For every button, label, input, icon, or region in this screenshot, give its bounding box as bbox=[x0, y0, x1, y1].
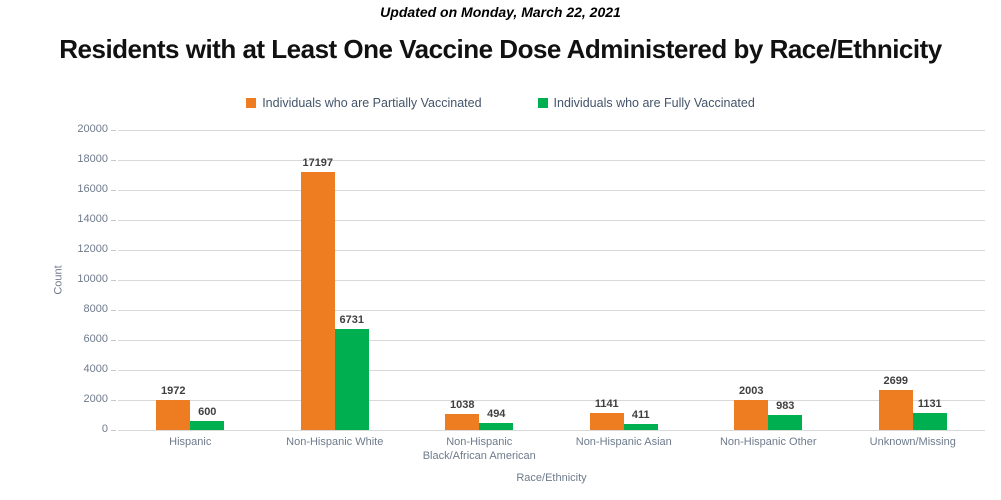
y-axis-tick-label: 6000 bbox=[83, 333, 108, 345]
y-axis-tick-mark bbox=[111, 309, 116, 311]
gridline bbox=[118, 189, 985, 191]
bar-value-label: 6731 bbox=[339, 314, 364, 327]
gridline bbox=[118, 399, 985, 401]
x-axis-category-labels: Hispanic Non-Hispanic White Non-Hispanic B… bbox=[118, 436, 985, 464]
legend-label: Individuals who are Fully Vaccinated bbox=[553, 96, 755, 110]
bar-column: 600 bbox=[190, 130, 225, 430]
bar-value-label: 1141 bbox=[594, 397, 619, 410]
y-axis-tick-label: 20000 bbox=[77, 123, 108, 135]
gridline bbox=[118, 339, 985, 341]
bar-group: 1038 494 bbox=[407, 130, 552, 430]
y-axis-tick-label: 2000 bbox=[83, 393, 108, 405]
x-axis-category-label: Non-Hispanic Asian bbox=[575, 436, 672, 448]
y-axis-tick-mark bbox=[111, 129, 116, 131]
bar-partially-vaccinated bbox=[589, 412, 624, 430]
updated-timestamp: Updated on Monday, March 22, 2021 bbox=[380, 4, 621, 20]
gridline bbox=[118, 369, 985, 371]
y-axis-tick-mark bbox=[111, 399, 116, 401]
bar-fully-vaccinated bbox=[623, 423, 658, 430]
bar-partially-vaccinated bbox=[734, 399, 769, 430]
y-axis-tick-label: 18000 bbox=[77, 153, 108, 165]
bar-column: 1141 bbox=[589, 130, 624, 430]
bar-value-label: 1038 bbox=[450, 399, 475, 412]
bar-column: 17197 bbox=[300, 130, 335, 430]
bar-group: 1141 411 bbox=[552, 130, 697, 430]
bar-column: 494 bbox=[479, 130, 514, 430]
bar-group: 2699 1131 bbox=[841, 130, 986, 430]
bar-partially-vaccinated bbox=[878, 389, 913, 430]
gridline bbox=[118, 249, 985, 251]
bar-value-label: 1131 bbox=[917, 398, 942, 411]
y-axis-tick-mark bbox=[111, 159, 116, 161]
bar-fully-vaccinated bbox=[768, 415, 803, 430]
y-axis-tick-label: 12000 bbox=[77, 243, 108, 255]
bar-value-label: 1972 bbox=[161, 385, 186, 398]
plot-area: 1972 600 17197 6731 1038 494 1141 411 2003 983 269… bbox=[111, 129, 986, 431]
fully-vaccinated-swatch-icon bbox=[537, 98, 548, 108]
bar-group: 2003 983 bbox=[696, 130, 841, 430]
x-axis-category-label: Unknown/Missing bbox=[869, 436, 956, 448]
x-axis-category-label: Non-Hispanic White bbox=[286, 436, 384, 448]
bar-column: 983 bbox=[768, 130, 803, 430]
gridline bbox=[118, 279, 985, 281]
bar-partially-vaccinated bbox=[156, 400, 191, 430]
y-axis-tick-label: 14000 bbox=[77, 213, 108, 225]
y-axis-tick-mark bbox=[111, 369, 116, 371]
y-axis-tick-mark bbox=[111, 279, 116, 281]
x-axis-category-label: Non-Hispanic Black/African American bbox=[422, 436, 536, 462]
gridline bbox=[118, 159, 985, 161]
x-axis-title: Race/Ethnicity bbox=[516, 472, 587, 484]
bar-column: 2699 bbox=[878, 130, 913, 430]
y-axis-tick-mark bbox=[111, 429, 116, 431]
bar-group: 17197 6731 bbox=[263, 130, 408, 430]
bar-value-label: 2003 bbox=[739, 384, 764, 397]
y-axis-tick-mark bbox=[111, 339, 116, 341]
bar-value-label: 2699 bbox=[883, 374, 908, 387]
gridline bbox=[118, 129, 985, 131]
bar-fully-vaccinated bbox=[334, 329, 369, 430]
bar-column: 1038 bbox=[445, 130, 480, 430]
legend-label: Individuals who are Partially Vaccinated bbox=[262, 96, 482, 110]
gridline bbox=[118, 309, 985, 311]
bar-fully-vaccinated bbox=[912, 413, 947, 430]
bar-value-label: 600 bbox=[198, 406, 217, 418]
bar-value-label: 411 bbox=[631, 408, 650, 421]
legend-item-partially-vaccinated: Individuals who are Partially Vaccinated bbox=[246, 96, 482, 110]
y-axis-tick-mark bbox=[111, 219, 116, 221]
x-axis-category-label: Hispanic bbox=[169, 436, 212, 448]
bar-partially-vaccinated bbox=[300, 172, 335, 430]
y-axis-tick-label: 10000 bbox=[77, 273, 108, 285]
x-axis-category-label: Non-Hispanic Other bbox=[719, 436, 817, 448]
legend-item-fully-vaccinated: Individuals who are Fully Vaccinated bbox=[537, 96, 755, 110]
bar-group: 1972 600 bbox=[118, 130, 263, 430]
partially-vaccinated-swatch-icon bbox=[246, 98, 257, 108]
bar-column: 1972 bbox=[156, 130, 191, 430]
bar-column: 1131 bbox=[912, 130, 947, 430]
y-axis-tick-mark bbox=[111, 249, 116, 251]
chart-legend: Individuals who are Partially Vaccinated… bbox=[0, 96, 1001, 110]
bar-value-label: 983 bbox=[776, 400, 795, 413]
bar-partially-vaccinated bbox=[445, 414, 480, 430]
page-title: Residents with at Least One Vaccine Dose… bbox=[59, 34, 942, 64]
bar-column: 411 bbox=[623, 130, 658, 430]
bar-value-label: 17197 bbox=[302, 157, 334, 170]
y-axis-tick-mark bbox=[111, 189, 116, 191]
y-axis-ticks: 0 2000 4000 6000 8000 10000 12000 14000 16000 180… bbox=[58, 123, 108, 435]
y-axis-tick-label: 16000 bbox=[77, 183, 108, 195]
gridline bbox=[118, 429, 985, 431]
y-axis-tick-label: 8000 bbox=[83, 303, 108, 315]
y-axis-tick-label: 0 bbox=[101, 423, 108, 435]
bar-fully-vaccinated bbox=[190, 421, 225, 430]
bar-fully-vaccinated bbox=[479, 422, 514, 430]
gridline bbox=[118, 219, 985, 221]
bar-value-label: 494 bbox=[487, 407, 506, 420]
y-axis-tick-label: 4000 bbox=[83, 363, 108, 375]
bar-column: 6731 bbox=[334, 130, 369, 430]
bar-column: 2003 bbox=[734, 130, 769, 430]
